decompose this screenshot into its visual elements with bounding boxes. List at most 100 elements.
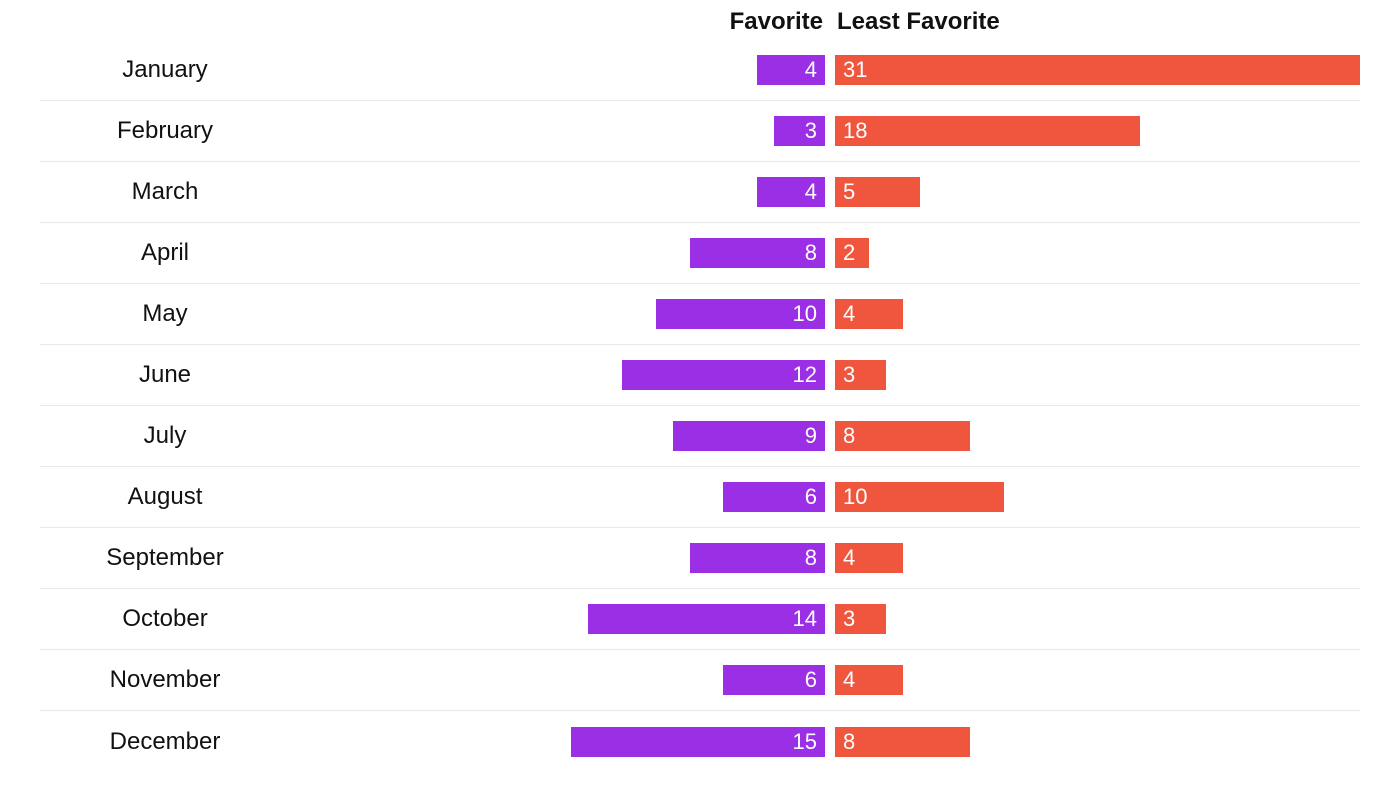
least-favorite-cell: 4: [835, 543, 1360, 573]
header-left: Favorite: [300, 8, 825, 40]
least-favorite-value: 5: [843, 179, 855, 205]
chart-row: January 4 31: [40, 40, 1360, 101]
chart-header: Favorite Least Favorite: [40, 0, 1360, 40]
least-favorite-cell: 10: [835, 482, 1360, 512]
favorite-bar: 9: [673, 421, 825, 451]
least-favorite-cell: 4: [835, 299, 1360, 329]
favorite-cell: 14: [300, 604, 825, 634]
chart-row: December 15 8: [40, 711, 1360, 772]
month-label: May: [40, 300, 300, 328]
least-favorite-cell: 2: [835, 238, 1360, 268]
favorite-bar: 6: [723, 482, 825, 512]
least-favorite-bar: 31: [835, 55, 1360, 85]
least-favorite-bar: 4: [835, 299, 903, 329]
least-favorite-bar: 5: [835, 177, 920, 207]
least-favorite-cell: 8: [835, 727, 1360, 757]
favorite-value: 3: [805, 118, 817, 144]
favorite-value: 12: [793, 362, 817, 388]
chart-row: October 14 3: [40, 589, 1360, 650]
chart-row: May 10 4: [40, 284, 1360, 345]
least-favorite-value: 2: [843, 240, 855, 266]
month-label: February: [40, 117, 300, 145]
least-favorite-cell: 5: [835, 177, 1360, 207]
favorite-value: 14: [793, 606, 817, 632]
favorite-bar: 4: [757, 55, 825, 85]
favorite-cell: 8: [300, 238, 825, 268]
month-label: April: [40, 239, 300, 267]
month-label: March: [40, 178, 300, 206]
favorite-value: 8: [805, 240, 817, 266]
least-favorite-bar: 10: [835, 482, 1004, 512]
favorite-cell: 4: [300, 177, 825, 207]
chart-row: April 82: [40, 223, 1360, 284]
favorite-bar: 15: [571, 727, 825, 757]
least-favorite-bar: 4: [835, 543, 903, 573]
least-favorite-bar: 3: [835, 360, 886, 390]
least-favorite-bar: 4: [835, 665, 903, 695]
least-favorite-header: Least Favorite: [835, 8, 1002, 40]
favorite-cell: 10: [300, 299, 825, 329]
header-right: Least Favorite: [835, 8, 1360, 40]
chart-row: June 12 3: [40, 345, 1360, 406]
favorite-cell: 8: [300, 543, 825, 573]
least-favorite-value: 3: [843, 606, 855, 632]
favorite-value: 6: [805, 484, 817, 510]
favorite-bar: 8: [690, 543, 825, 573]
month-label: July: [40, 422, 300, 450]
least-favorite-value: 4: [843, 667, 855, 693]
chart-row: August 6 10: [40, 467, 1360, 528]
favorite-value: 9: [805, 423, 817, 449]
diverging-bar-chart: Favorite Least Favorite January 4 31 Februa…: [0, 0, 1400, 792]
favorite-bar: 3: [774, 116, 825, 146]
favorite-value: 15: [793, 729, 817, 755]
least-favorite-value: 4: [843, 545, 855, 571]
least-favorite-cell: 3: [835, 360, 1360, 390]
favorite-bar: 14: [588, 604, 825, 634]
favorite-value: 10: [793, 301, 817, 327]
least-favorite-value: 4: [843, 301, 855, 327]
month-label: June: [40, 361, 300, 389]
favorite-bar: 4: [757, 177, 825, 207]
least-favorite-bar: 18: [835, 116, 1140, 146]
chart-row: March 45: [40, 162, 1360, 223]
favorite-cell: 4: [300, 55, 825, 85]
chart-row: November 64: [40, 650, 1360, 711]
favorite-bar: 12: [622, 360, 825, 390]
favorite-cell: 9: [300, 421, 825, 451]
favorite-value: 8: [805, 545, 817, 571]
least-favorite-bar: 8: [835, 421, 970, 451]
month-label: September: [40, 544, 300, 572]
least-favorite-cell: 4: [835, 665, 1360, 695]
favorite-value: 4: [805, 57, 817, 83]
favorite-bar: 10: [656, 299, 825, 329]
favorite-cell: 6: [300, 665, 825, 695]
least-favorite-value: 8: [843, 729, 855, 755]
favorite-value: 6: [805, 667, 817, 693]
favorite-cell: 3: [300, 116, 825, 146]
favorite-value: 4: [805, 179, 817, 205]
least-favorite-bar: 3: [835, 604, 886, 634]
chart-row: February 3 18: [40, 101, 1360, 162]
least-favorite-bar: 2: [835, 238, 869, 268]
favorite-bar: 6: [723, 665, 825, 695]
least-favorite-bar: 8: [835, 727, 970, 757]
favorite-cell: 6: [300, 482, 825, 512]
month-label: October: [40, 605, 300, 633]
least-favorite-cell: 31: [835, 55, 1360, 85]
least-favorite-cell: 18: [835, 116, 1360, 146]
least-favorite-value: 18: [843, 118, 867, 144]
chart-row: September 84: [40, 528, 1360, 589]
month-label: November: [40, 666, 300, 694]
favorite-cell: 12: [300, 360, 825, 390]
favorite-bar: 8: [690, 238, 825, 268]
least-favorite-cell: 3: [835, 604, 1360, 634]
month-label: December: [40, 728, 300, 756]
least-favorite-value: 8: [843, 423, 855, 449]
favorite-cell: 15: [300, 727, 825, 757]
least-favorite-value: 10: [843, 484, 867, 510]
month-label: August: [40, 483, 300, 511]
month-label: January: [40, 56, 300, 84]
least-favorite-value: 31: [843, 57, 867, 83]
favorite-header: Favorite: [728, 8, 825, 40]
least-favorite-cell: 8: [835, 421, 1360, 451]
